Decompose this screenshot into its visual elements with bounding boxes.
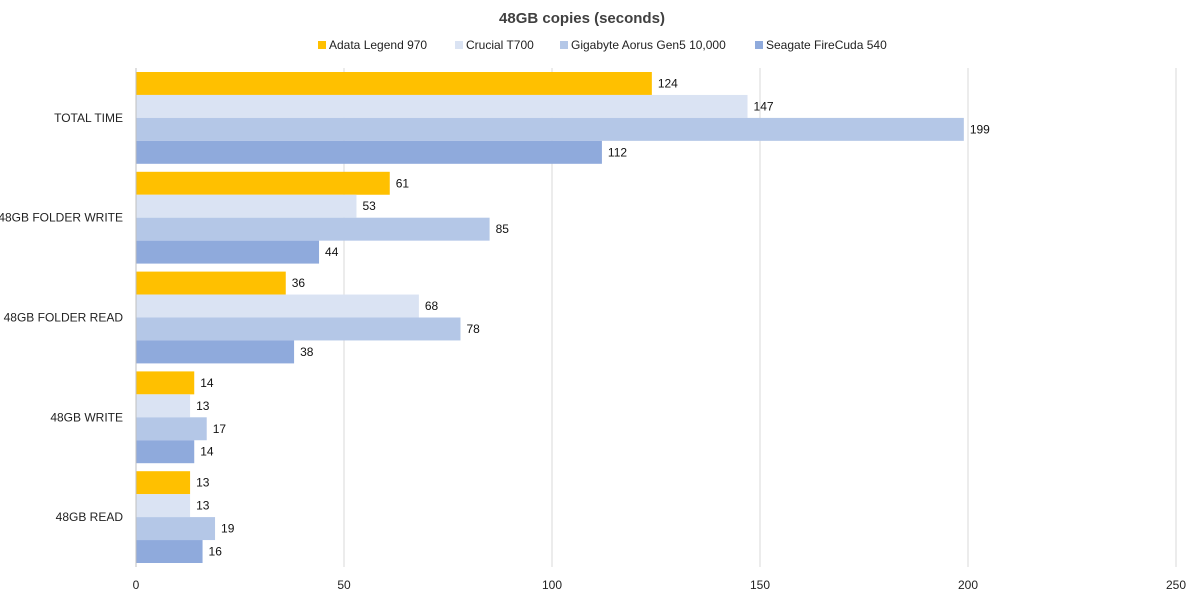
data-label: 16 [209, 545, 223, 559]
category-label: TOTAL TIME [54, 111, 123, 125]
x-tick-label: 250 [1166, 578, 1186, 592]
legend-swatch [755, 41, 763, 49]
data-label: 44 [325, 245, 339, 259]
bar [136, 494, 191, 518]
data-label: 36 [292, 276, 306, 290]
bar [136, 417, 207, 441]
category-label: 48GB READ [56, 510, 124, 524]
data-label: 199 [970, 122, 990, 136]
x-tick-label: 150 [750, 578, 770, 592]
data-label: 112 [608, 145, 627, 159]
bar [136, 171, 390, 195]
data-label: 17 [213, 422, 227, 436]
bar [136, 340, 295, 364]
legend-label: Adata Legend 970 [329, 38, 427, 52]
bar [136, 371, 195, 395]
x-tick-label: 50 [337, 578, 351, 592]
bar [136, 194, 357, 218]
category-labels: TOTAL TIME 48GB FOLDER WRITE 48GB FOLDER R… [0, 111, 123, 524]
bars [136, 72, 964, 563]
data-label: 61 [396, 176, 410, 190]
bar [136, 540, 203, 563]
bar [136, 440, 195, 464]
tick-labels: 0 50 100 150 200 250 [133, 578, 1187, 592]
category-label: 48GB FOLDER READ [4, 311, 124, 325]
data-label: 85 [496, 222, 510, 236]
data-label: 124 [658, 76, 678, 90]
data-label: 68 [425, 299, 439, 313]
data-label: 13 [196, 499, 210, 513]
legend-swatch [455, 41, 463, 49]
x-tick-label: 0 [133, 578, 140, 592]
bar [136, 217, 490, 241]
data-label: 38 [300, 345, 314, 359]
bar [136, 317, 461, 341]
legend-swatch [560, 41, 568, 49]
legend-label: Crucial T700 [466, 38, 534, 52]
bar [136, 394, 191, 418]
data-label: 13 [196, 399, 210, 413]
bar [136, 140, 602, 164]
bar [136, 72, 652, 95]
bar [136, 471, 191, 495]
data-label: 53 [362, 199, 376, 213]
legend-label: Gigabyte Aorus Gen5 10,000 [571, 38, 726, 52]
data-labels: 1241471991126153854436687838141317141313… [196, 76, 990, 558]
chart-title: 48GB copies (seconds) [499, 10, 665, 27]
category-label: 48GB WRITE [50, 410, 123, 424]
data-label: 19 [221, 522, 235, 536]
bar [136, 294, 419, 318]
data-label: 13 [196, 476, 210, 490]
bar [136, 517, 216, 541]
bar [136, 271, 286, 295]
legend: Adata Legend 970 Crucial T700 Gigabyte Aor… [318, 38, 887, 52]
data-label: 78 [466, 322, 480, 336]
data-label: 14 [200, 445, 214, 459]
legend-label: Seagate FireCuda 540 [766, 38, 887, 52]
data-label: 147 [754, 99, 774, 113]
x-tick-label: 200 [958, 578, 978, 592]
data-label: 14 [200, 376, 214, 390]
bar [136, 94, 748, 118]
x-tick-label: 100 [542, 578, 562, 592]
bar [136, 240, 320, 264]
legend-swatch [318, 41, 326, 49]
category-label: 48GB FOLDER WRITE [0, 211, 123, 225]
bar [136, 117, 964, 141]
